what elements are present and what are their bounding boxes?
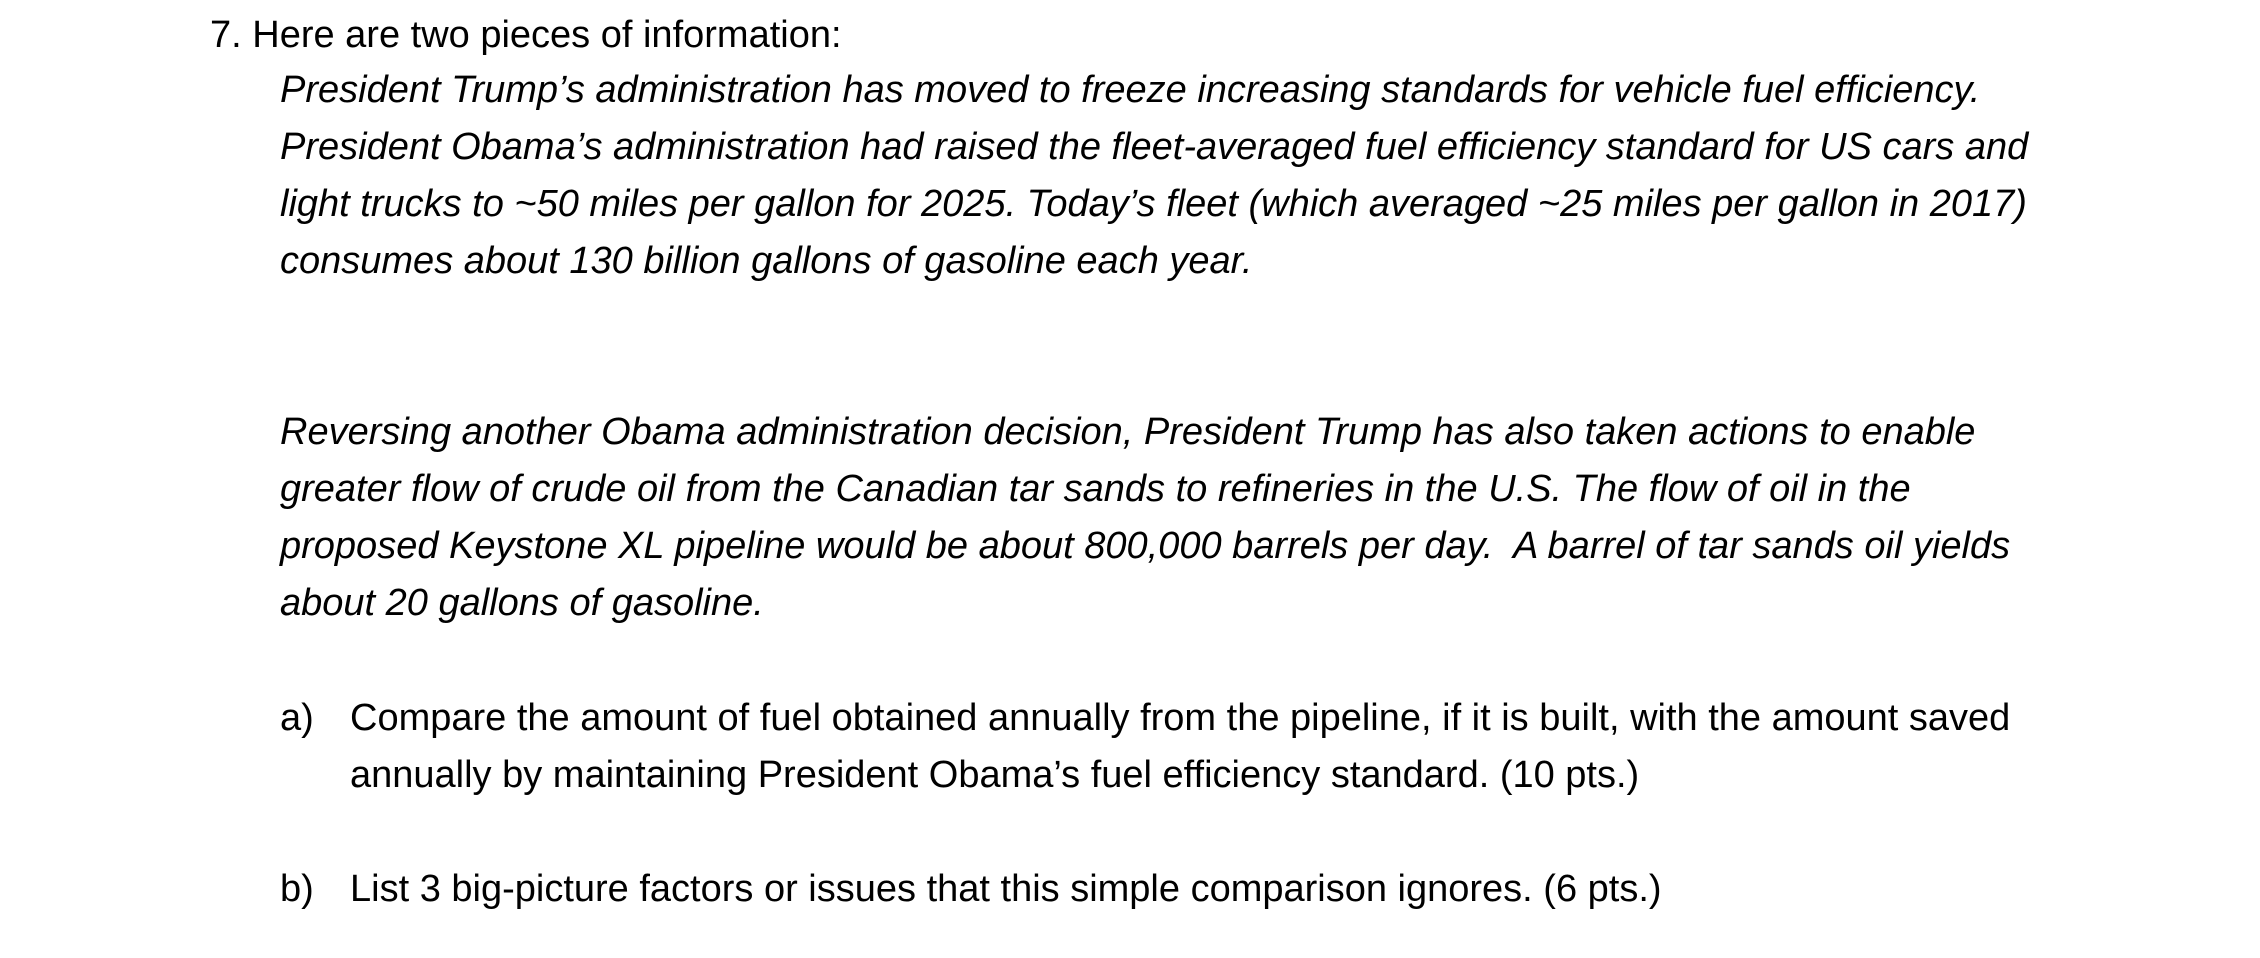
info-paragraph-text: President Trump’s administration has mov… <box>280 69 2039 282</box>
subquestion-b: b) List 3 big-picture factors or issues … <box>280 861 2040 918</box>
subquestion-label: b) <box>280 868 314 910</box>
subquestion-text: List 3 big-picture factors or issues tha… <box>350 868 1662 910</box>
question-title: 7. Here are two pieces of information: <box>210 14 842 56</box>
subquestion-a: a) Compare the amount of fuel obtained a… <box>280 690 2040 804</box>
info-paragraph-fuel-efficiency: President Trump’s administration has mov… <box>280 62 2040 290</box>
subquestion-text: Compare the amount of fuel obtained annu… <box>350 697 2011 796</box>
info-paragraph-pipeline: Reversing another Obama administration d… <box>280 404 2040 632</box>
info-paragraph-text: Reversing another Obama administration d… <box>280 411 2021 624</box>
subquestion-label: a) <box>280 697 314 739</box>
